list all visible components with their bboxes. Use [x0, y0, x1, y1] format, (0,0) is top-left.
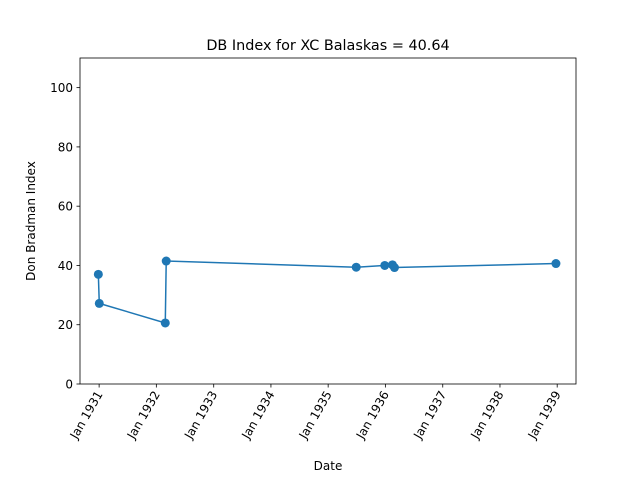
data-point [160, 318, 170, 328]
y-axis-label: Don Bradman Index [24, 161, 38, 281]
data-point [380, 260, 390, 270]
y-tick-label: 100 [50, 81, 73, 95]
data-point [351, 262, 361, 272]
y-tick-label: 80 [58, 140, 73, 154]
y-tick-label: 0 [65, 378, 73, 392]
data-point [161, 256, 171, 266]
y-tick-label: 60 [58, 200, 73, 214]
data-point [389, 263, 399, 273]
data-point [94, 298, 104, 308]
y-tick-label: 40 [58, 259, 73, 273]
data-point [551, 259, 561, 269]
plot-frame [79, 57, 577, 385]
data-point [93, 269, 103, 279]
y-tick-label: 20 [58, 318, 73, 332]
plot-series [93, 256, 561, 328]
y-axis: 0 20 40 60 80 100 [50, 81, 80, 392]
chart-title: DB Index for XC Balaskas = 40.64 [206, 38, 449, 54]
x-axis-label: Date [314, 459, 343, 473]
